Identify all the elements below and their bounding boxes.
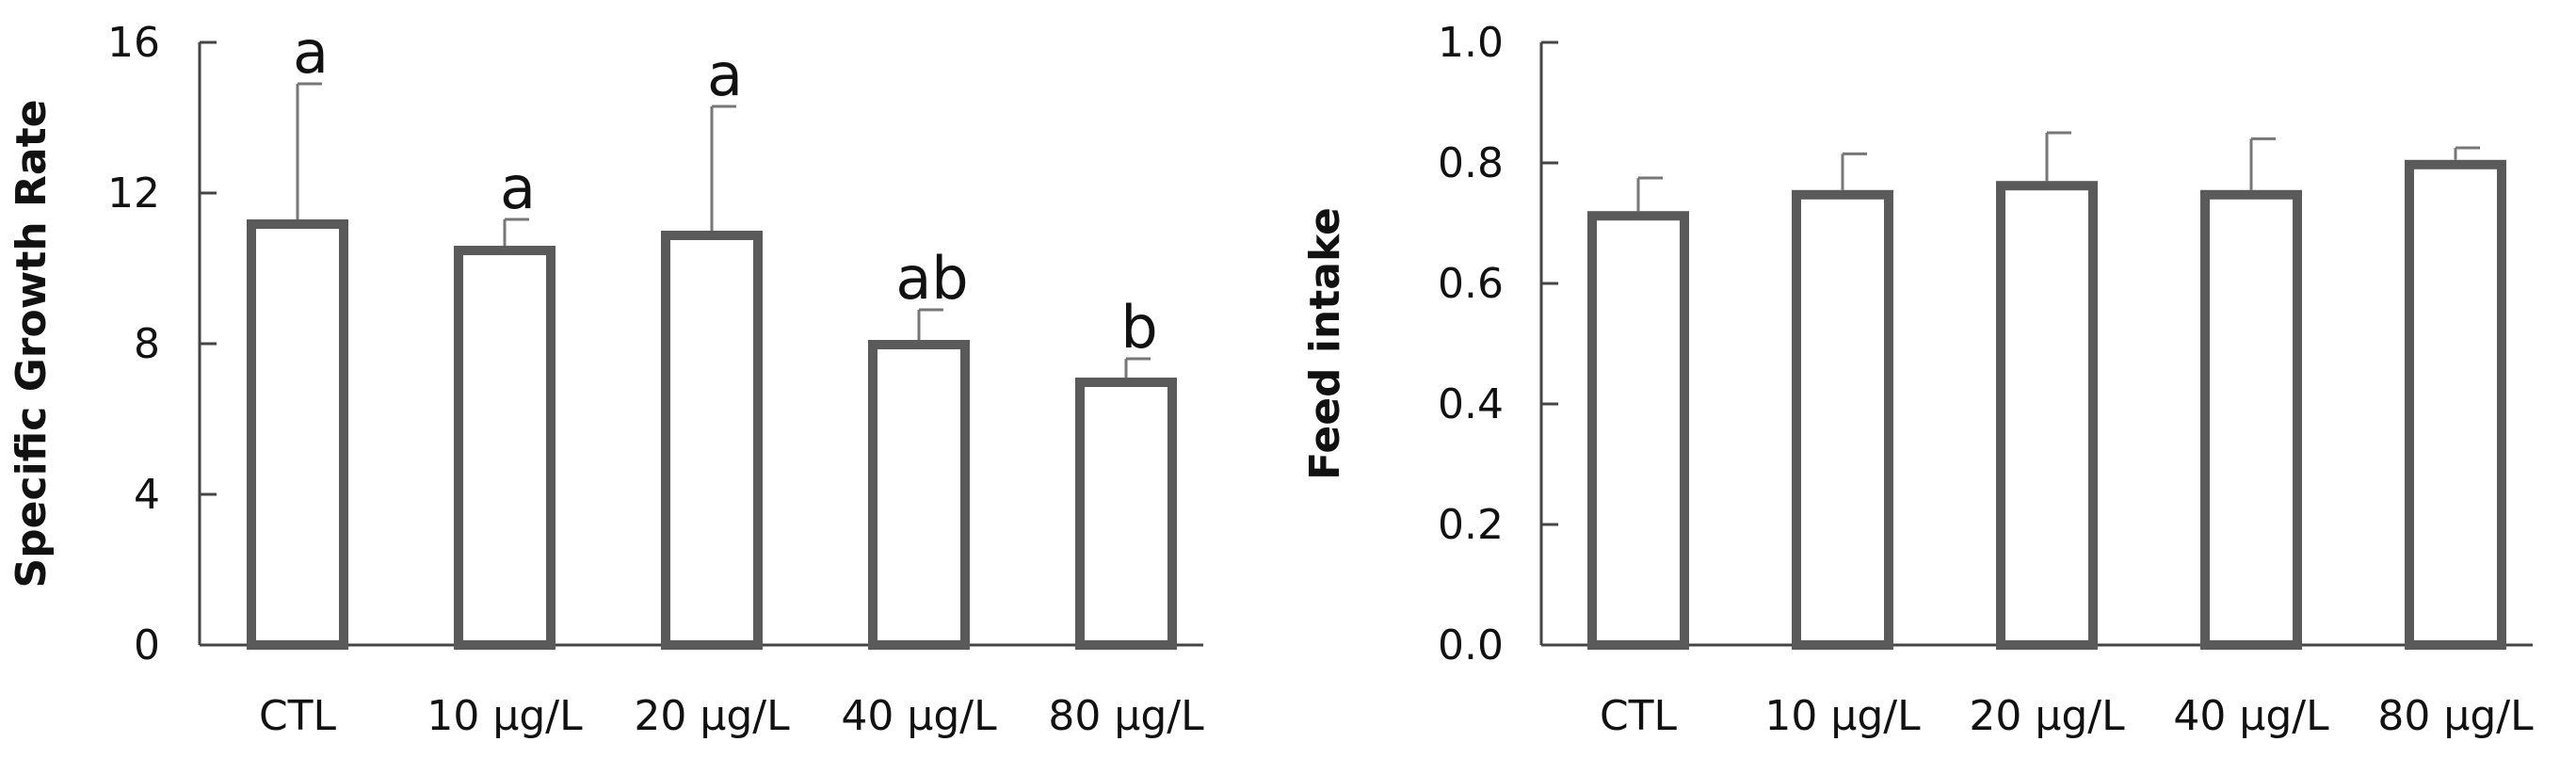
y-tick-label: 4 (134, 471, 160, 519)
chart-feed-intake: 0.0 0.2 0.4 0.6 0.8 1.0 Feed intake CTL 10 μg/L 2… (1301, 19, 2534, 740)
bar (868, 340, 970, 650)
x-tick-label: CTL (259, 692, 337, 740)
y-tick-label: 0 (134, 621, 160, 669)
x-tick-label: 80 μg/L (2377, 692, 2534, 740)
bar (1587, 211, 1689, 650)
x-tick-label: 10 μg/L (1764, 692, 1921, 740)
x-tick-label: 20 μg/L (634, 692, 790, 740)
bar (1075, 378, 1177, 650)
y-tick-label: 1.0 (1438, 19, 1504, 67)
significance-label: a (293, 18, 329, 87)
y-tick-label: 16 (107, 19, 160, 67)
x-tick-label: 10 μg/L (427, 692, 583, 740)
x-tick-label: 20 μg/L (1969, 692, 2125, 740)
bar (454, 246, 555, 650)
significance-label: a (500, 153, 536, 222)
significance-label: b (1120, 293, 1157, 362)
x-tick-label: 80 μg/L (1048, 692, 1204, 740)
bar (1792, 189, 1893, 651)
x-tick-label: CTL (1600, 692, 1678, 740)
chart-specific-growth-rate: 0 4 8 12 16 Specific Growth Rate CTL a 10 μg/L a 2… (8, 18, 1204, 740)
y-tick-label: 0.0 (1438, 621, 1504, 669)
y-axis-title: Specific Growth Rate (8, 99, 56, 588)
bar (2200, 189, 2302, 651)
significance-label: ab (895, 244, 968, 313)
bar (661, 231, 763, 650)
y-axis-title: Feed intake (1301, 207, 1349, 480)
x-tick-label: 40 μg/L (2173, 692, 2329, 740)
y-tick-label: 12 (107, 169, 160, 218)
y-tick-label: 0.6 (1438, 260, 1504, 308)
y-tick-label: 8 (134, 320, 160, 368)
bar (1996, 181, 2098, 650)
bar (247, 219, 348, 650)
y-tick-label: 0.4 (1438, 380, 1504, 428)
significance-label: a (707, 40, 743, 109)
bar (2405, 159, 2506, 651)
x-tick-label: 40 μg/L (841, 692, 997, 740)
y-tick-label: 0.8 (1438, 139, 1504, 187)
y-tick-label: 0.2 (1438, 501, 1504, 549)
